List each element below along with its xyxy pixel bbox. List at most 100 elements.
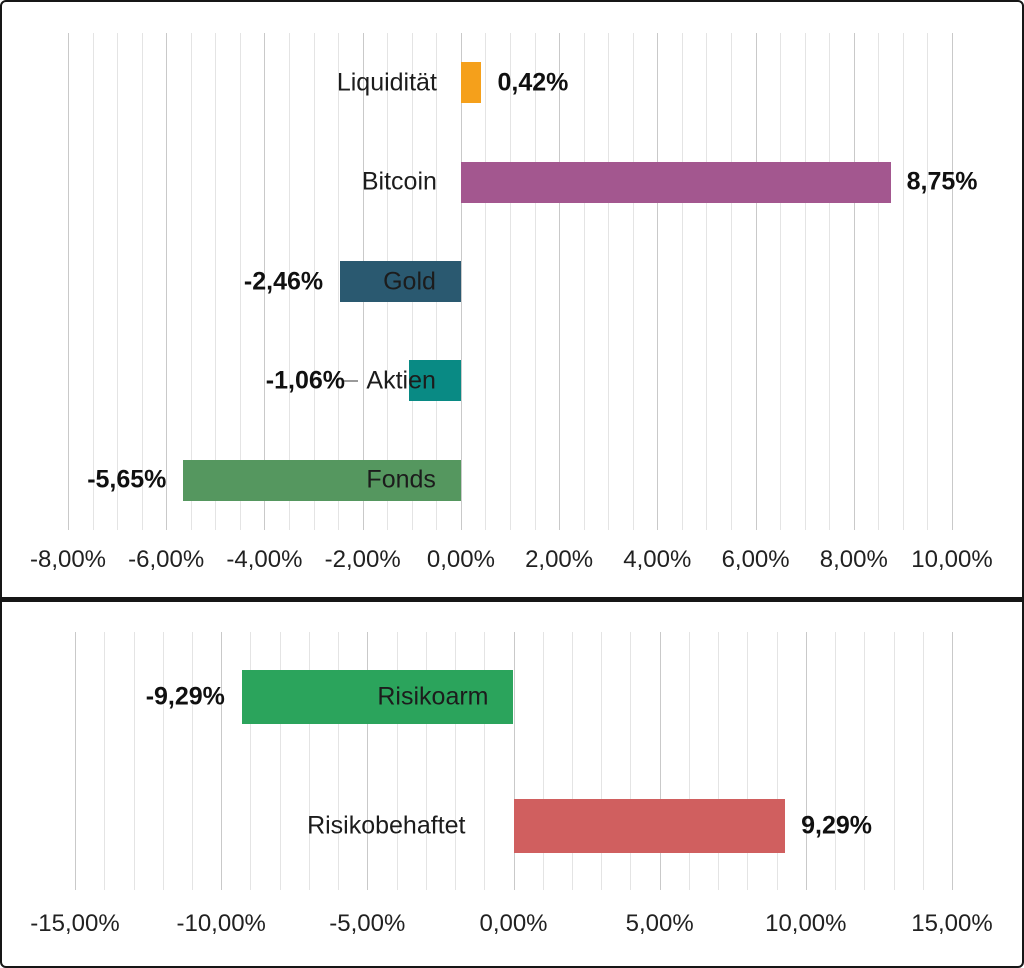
axis-tick-label: -10,00% <box>176 910 266 937</box>
axis-tick-label: 0,00% <box>479 910 548 937</box>
gridline-major <box>659 632 661 890</box>
gridline-major <box>264 33 266 530</box>
gridline-major <box>657 33 659 530</box>
gridline-minor <box>927 33 929 530</box>
bar-category-label: Risikobehaftet <box>307 811 466 839</box>
bar-category-label: Risikoarm <box>377 682 489 710</box>
bar-liquidität <box>460 62 482 104</box>
bar-aktien <box>408 360 461 402</box>
gridline-minor <box>279 632 281 890</box>
gridline-major <box>68 33 69 530</box>
axis-tick-label: 2,00% <box>525 546 594 573</box>
gridline-minor <box>104 632 106 890</box>
gridline-minor <box>688 632 690 890</box>
bar-category-label: Fonds <box>366 465 436 494</box>
gridline-major <box>367 632 369 890</box>
risk-chart-panel: Risikoarm -9,29% Risikobehaftet 9,29% -15,00… <box>0 600 1024 968</box>
gridline-major <box>75 632 76 890</box>
gridline-minor <box>878 33 880 530</box>
label-leader-line <box>344 379 358 382</box>
gridline-minor <box>731 33 732 530</box>
risk-chart-plot-area: Risikoarm -9,29% Risikobehaftet 9,29% -15,00… <box>30 632 993 937</box>
gridline-minor <box>542 632 544 890</box>
gridline-minor <box>485 33 487 530</box>
bar-value-label: -2,46% <box>243 267 324 295</box>
axis-tick-label: 0,00% <box>426 546 495 573</box>
axis-tick-label: -8,00% <box>29 546 107 573</box>
gridline-minor <box>239 33 241 530</box>
axis-tick-label: -15,00% <box>30 910 120 937</box>
asset-class-chart-panel: Liquidität 0,42% Bitcoin 8,75% Gold -2,46% Akt… <box>0 0 1024 600</box>
bar-value-label: 0,42% <box>497 68 569 97</box>
gridline-minor <box>484 632 486 890</box>
gridline-minor <box>776 632 778 890</box>
gridline-minor <box>922 632 924 890</box>
gridline-minor <box>338 33 340 530</box>
gridline-minor <box>630 632 632 890</box>
gridline-minor <box>601 632 603 890</box>
gridline-major <box>460 33 462 530</box>
gridline-minor <box>117 33 119 530</box>
bar-gold <box>340 261 461 302</box>
bar-category-label: Aktien <box>366 366 436 395</box>
gridline-minor <box>162 632 164 890</box>
gridline-minor <box>706 33 708 530</box>
gridline-major <box>805 632 807 890</box>
axis-tick-label: 15,00% <box>911 910 993 937</box>
gridline-minor <box>829 33 831 530</box>
gridline-major <box>221 632 223 890</box>
bar-category-label: Gold <box>383 267 436 295</box>
gridline-minor <box>250 632 252 890</box>
gridline-major <box>513 632 515 890</box>
gridline-major <box>166 33 168 530</box>
gridline-minor <box>308 632 310 890</box>
gridline-major <box>853 33 855 530</box>
bar-value-label: 9,29% <box>801 811 872 839</box>
gridline-minor <box>804 33 806 530</box>
gridline-minor <box>632 33 634 530</box>
bar-value-label: -5,65% <box>87 465 167 494</box>
bar-value-label: -9,29% <box>145 682 225 710</box>
bar-risikoarm <box>241 669 514 724</box>
gridline-minor <box>864 632 866 890</box>
gridline-minor <box>313 33 315 530</box>
gridline-minor <box>534 33 536 530</box>
gridline-minor <box>455 632 456 890</box>
bar-bitcoin <box>460 161 891 203</box>
bar-category-label: Bitcoin <box>361 167 437 196</box>
gridline-minor <box>893 632 895 890</box>
gridline-minor <box>215 33 217 530</box>
gridline-minor <box>133 632 135 890</box>
gridline-minor <box>396 632 398 890</box>
gridline-minor <box>780 33 782 530</box>
bar-category-label: Liquidität <box>336 68 437 97</box>
axis-tick-label: 10,00% <box>911 546 993 573</box>
gridline-minor <box>190 33 192 530</box>
gridline-major <box>559 33 561 530</box>
gridline-minor <box>902 33 904 530</box>
gridline-minor <box>425 632 427 890</box>
gridline-minor <box>583 33 585 530</box>
gridline-minor <box>608 33 610 530</box>
gridline-minor <box>338 632 340 890</box>
axis-tick-label: 4,00% <box>623 546 692 573</box>
gridline-minor <box>92 33 94 530</box>
gridline-major <box>952 33 953 530</box>
gridline-minor <box>718 632 720 890</box>
gridline-major <box>952 632 953 890</box>
gridline-minor <box>572 632 573 890</box>
axis-tick-label: -6,00% <box>128 546 205 573</box>
gridline-minor <box>681 33 683 530</box>
axis-tick-label: -5,00% <box>329 910 406 937</box>
gridline-major <box>755 33 757 530</box>
axis-tick-label: 10,00% <box>765 910 847 937</box>
axis-tick-label: 8,00% <box>819 546 888 573</box>
axis-tick-label: -2,00% <box>324 546 401 573</box>
axis-tick-label: -4,00% <box>226 546 303 573</box>
bar-risikobehaftet <box>513 798 786 853</box>
asset-class-chart-plot-area: Liquidität 0,42% Bitcoin 8,75% Gold -2,46% Akt… <box>30 33 993 573</box>
gridline-minor <box>747 632 749 890</box>
gridline-minor <box>141 33 143 530</box>
gridline-minor <box>510 33 511 530</box>
